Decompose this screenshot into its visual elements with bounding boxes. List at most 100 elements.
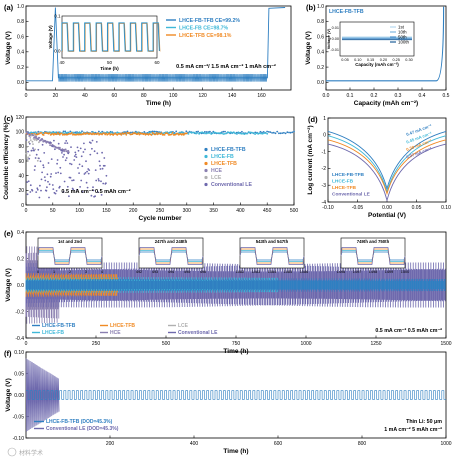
data-point: [37, 138, 40, 141]
data-point: [175, 130, 178, 133]
y-tick-label: 0.6: [17, 34, 24, 40]
data-point: [90, 194, 93, 197]
data-point: [138, 133, 141, 136]
data-point: [135, 130, 137, 133]
data-point: [263, 132, 266, 135]
data-point: [224, 130, 226, 133]
inset-x-label: Capacity (mAh cm⁻²): [355, 62, 399, 67]
legend-label: LHCE-FB: [42, 330, 64, 336]
data-point: [33, 149, 35, 152]
inset-x-tick: 1500: [401, 270, 409, 274]
y-tick-label: 60: [18, 159, 24, 165]
watermark: 材料学术: [7, 447, 43, 457]
data-point: [85, 160, 87, 163]
data-point: [54, 192, 57, 195]
data-point: [105, 132, 108, 135]
data-point: [44, 179, 47, 182]
data-point: [41, 138, 44, 141]
panel-label: (a): [4, 3, 14, 12]
data-point: [99, 164, 101, 167]
data-point: [51, 145, 54, 148]
data-point: [99, 168, 102, 170]
watermark-text: 材料学术: [19, 449, 43, 457]
data-point: [27, 132, 30, 135]
data-point: [40, 189, 42, 192]
y-axis-label: Voltage (V): [5, 378, 12, 411]
inset-x-tick: 495: [184, 270, 190, 274]
data-point: [40, 132, 43, 134]
x-tick-label: 200: [106, 441, 115, 447]
panel-e: (e) 0 250 500 750 1000 1250 1500 -0.4 -0.2 0.0 0.2 0…: [4, 229, 452, 355]
data-point: [143, 132, 146, 135]
y-tick-label: 0.05: [14, 371, 24, 377]
data-point: [92, 132, 94, 135]
y-tick-label: 0.4: [317, 50, 324, 56]
data-point: [182, 134, 185, 136]
panel-label: (f): [4, 349, 12, 358]
data-point: [100, 180, 102, 183]
data-point: [80, 131, 82, 134]
inset-x-tick: 0.10: [354, 58, 361, 62]
data-point: [92, 189, 95, 192]
data-point: [217, 132, 220, 135]
data-point: [286, 131, 289, 134]
inset-x-tick: 0.05: [341, 58, 348, 62]
x-tick-label: 0.05: [412, 205, 422, 211]
x-tick-label: 100: [169, 93, 178, 99]
data-point: [242, 132, 244, 135]
data-point: [124, 132, 127, 135]
data-point: [51, 184, 54, 186]
data-point: [83, 173, 86, 175]
y-tick-label: 0.2: [317, 65, 324, 71]
data-point: [258, 132, 261, 135]
data-point: [254, 133, 256, 136]
legend-marker: [204, 161, 208, 166]
data-point: [29, 184, 32, 187]
data-point: [55, 172, 57, 175]
data-point: [293, 130, 295, 133]
data-point: [283, 131, 285, 134]
legend-label: 100th: [398, 40, 410, 45]
inset-x-label: Time (h): [100, 66, 119, 72]
data-point: [279, 132, 282, 135]
data-point: [100, 194, 103, 196]
data-point: [25, 152, 28, 155]
data-point: [126, 130, 129, 133]
data-point: [240, 132, 243, 135]
data-point: [201, 131, 204, 134]
y-tick-label: -4: [322, 200, 327, 206]
data-point: [84, 172, 87, 174]
y-tick-label: -2: [322, 166, 327, 172]
inset: 40 50 60 0.0 0.1 Time (h) Voltage (V): [48, 14, 161, 72]
data-point: [98, 130, 100, 133]
data-point: [195, 132, 198, 135]
data-point: [281, 132, 284, 135]
legend-label: LHCE-TFB: [110, 323, 135, 329]
x-tick-label: 1000: [300, 341, 311, 347]
data-point: [213, 131, 216, 134]
data-point: [54, 148, 56, 151]
data-point: [64, 142, 66, 145]
data-point: [29, 139, 32, 142]
data-point: [43, 152, 46, 154]
data-point: [196, 132, 199, 134]
inset-x-tick: 1085: [284, 270, 292, 274]
plot-frame: [25, 5, 292, 91]
data-point: [47, 180, 49, 183]
data-point: [79, 147, 82, 150]
data-point: [105, 174, 108, 177]
y-tick-label: 80: [18, 144, 24, 150]
data-point: [58, 185, 61, 188]
data-point: [25, 139, 28, 141]
data-point: [36, 131, 39, 134]
data-point: [56, 162, 58, 165]
data-point: [38, 157, 40, 160]
legend-label: LHCE-FB-TFB (DOD=45.3%): [46, 419, 113, 425]
legend-label: LHCE-FB-TFB CE=99.2%: [179, 18, 240, 24]
x-tick-label: 450: [263, 208, 272, 214]
inset-frame: [61, 15, 158, 59]
data-point: [90, 142, 92, 144]
data-point: [38, 136, 41, 139]
data-point: [35, 153, 38, 156]
x-tick-label: 250: [92, 341, 101, 347]
